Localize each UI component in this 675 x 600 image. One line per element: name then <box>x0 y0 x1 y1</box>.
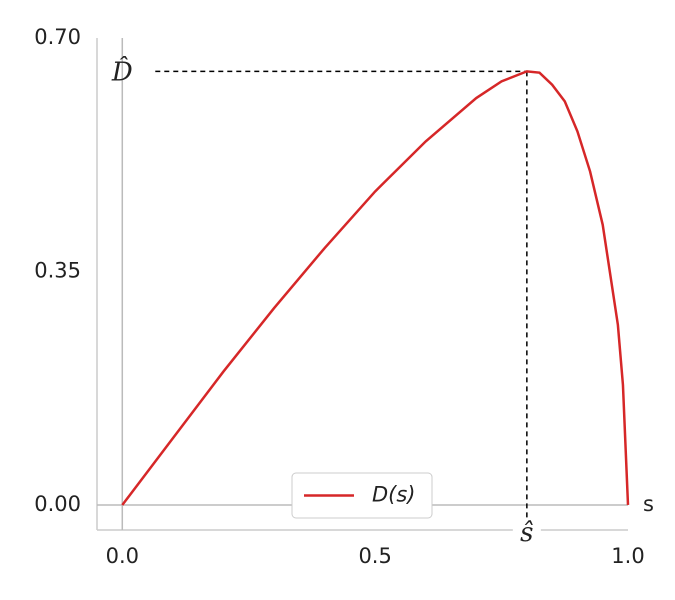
legend: D(s) <box>291 472 433 519</box>
y-tick-label: 0.00 <box>34 492 81 516</box>
peak-x-label-bg <box>512 520 541 550</box>
x-tick-label: 0.0 <box>106 544 139 568</box>
peak-y-label: D̂ <box>111 57 133 88</box>
legend-box <box>291 472 433 519</box>
x-axis-label: s <box>643 492 654 516</box>
peak-x-label: ŝ <box>520 518 533 548</box>
y-tick-label: 0.35 <box>34 258 81 282</box>
y-tick-label: 0.70 <box>34 25 81 49</box>
data-line <box>121 70 630 506</box>
x-tick-label: 1.0 <box>611 544 644 568</box>
x-tick-label: 0.5 <box>358 544 391 568</box>
legend-label: D(s) <box>372 483 416 507</box>
